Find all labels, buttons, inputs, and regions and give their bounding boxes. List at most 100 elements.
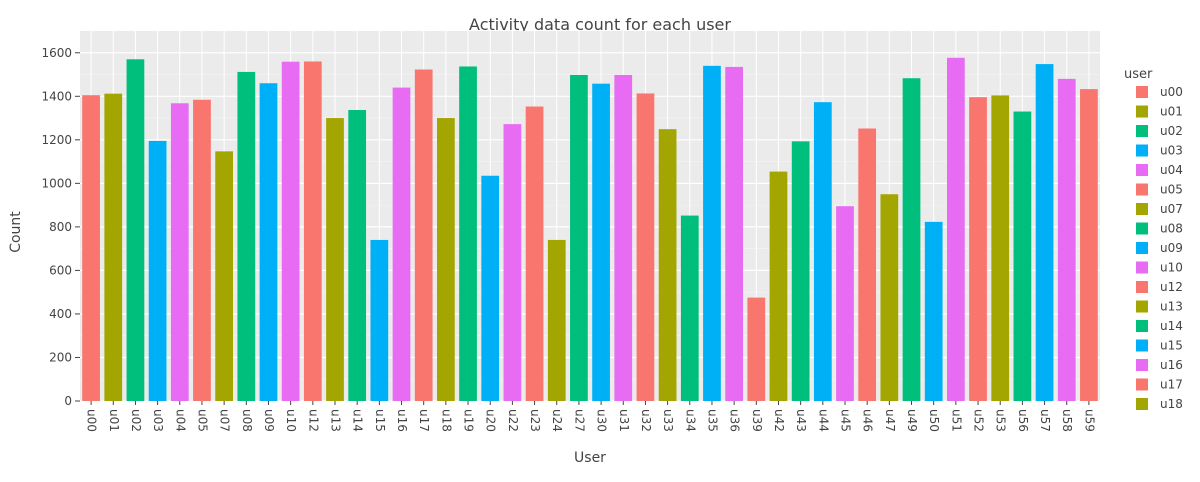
legend-entry: u02: [1160, 124, 1183, 138]
bar-u14: [348, 110, 367, 401]
legend: user u00 u01 u02 u03 u04 u05 u07 u08 u09 u10 u12 u1…: [1124, 67, 1183, 411]
x-tick-label: u04: [173, 409, 187, 432]
x-tick-label: u44: [816, 409, 830, 432]
legend-entry: u16: [1160, 358, 1183, 372]
bar-u05: [193, 99, 211, 401]
bar-u23: [525, 106, 544, 401]
bar-u44: [813, 102, 832, 401]
x-tick-label: u18: [439, 409, 453, 432]
legend-title: user: [1124, 67, 1153, 82]
x-tick-label: u12: [306, 409, 320, 432]
x-tick-label: u15: [373, 409, 387, 432]
y-axis-ticks: 0 200 400 600 800 1000 1200 1400 1600: [41, 46, 80, 408]
legend-swatch: [1136, 222, 1148, 235]
x-tick-label: u39: [750, 409, 764, 432]
x-tick-label: u52: [972, 409, 986, 432]
x-tick-label: u59: [1082, 409, 1096, 432]
x-tick-label: u49: [905, 409, 919, 432]
x-tick-label: u35: [705, 409, 719, 432]
legend-entry: u18: [1160, 397, 1183, 411]
bar-u35: [703, 65, 721, 401]
x-tick-label: u24: [550, 409, 564, 432]
legend-entry: u04: [1160, 163, 1183, 177]
bar-u50: [924, 221, 943, 401]
y-tick-label: 1000: [41, 176, 72, 190]
legend-entry: u09: [1160, 241, 1183, 255]
bar-u57: [1035, 64, 1054, 402]
bar-u04: [170, 103, 189, 402]
x-tick-label: u42: [772, 409, 786, 432]
legend-swatch: [1136, 105, 1148, 118]
chart-title: Activity data count for each user: [469, 15, 731, 34]
legend-swatch: [1136, 398, 1148, 410]
legend-swatch: [1136, 86, 1148, 98]
legend-entry: u13: [1160, 300, 1183, 314]
x-tick-label: u53: [994, 409, 1008, 432]
bar-u43: [791, 141, 810, 402]
legend-entry: u01: [1160, 105, 1183, 119]
x-tick-label: u50: [927, 409, 941, 432]
legend-entry: u03: [1160, 144, 1183, 158]
x-tick-label: u56: [1016, 409, 1030, 432]
x-tick-label: u00: [85, 409, 99, 432]
legend-swatch: [1136, 183, 1148, 196]
legend-entry: u12: [1160, 280, 1183, 294]
legend-swatch: [1136, 320, 1148, 332]
x-tick-label: u22: [506, 409, 520, 432]
x-tick-label: u19: [462, 409, 476, 432]
y-tick-label: 800: [49, 220, 72, 234]
bar-u15: [370, 239, 389, 401]
bar-u59: [1080, 89, 1098, 402]
bar-u18: [437, 118, 455, 401]
bar-u33: [658, 129, 677, 402]
bar-u07: [215, 151, 233, 401]
y-tick-label: 1400: [41, 89, 72, 103]
bar-u53: [991, 95, 1010, 402]
legend-swatch: [1136, 144, 1148, 157]
bar-u30: [592, 83, 610, 401]
x-tick-label: u36: [728, 409, 742, 432]
y-tick-label: 1200: [41, 133, 72, 147]
bar-u47: [880, 194, 899, 401]
legend-swatch: [1136, 261, 1148, 274]
x-tick-label: u01: [107, 409, 121, 432]
bar-u49: [902, 78, 921, 402]
x-tick-label: u08: [240, 409, 254, 432]
legend-items: u00 u01 u02 u03 u04 u05 u07 u08 u09 u10 u12 u13 u14 u…: [1136, 85, 1183, 411]
x-tick-label: u46: [861, 409, 875, 432]
x-tick-label: u05: [195, 409, 209, 432]
legend-swatch: [1136, 339, 1148, 352]
bar-u12: [303, 61, 322, 402]
bar-u52: [969, 97, 987, 401]
bar-u56: [1013, 111, 1032, 401]
x-tick-label: u02: [129, 409, 143, 432]
x-tick-label: u51: [949, 409, 963, 432]
legend-entry: u05: [1160, 183, 1183, 197]
x-tick-label: u47: [883, 409, 897, 432]
legend-swatch: [1136, 300, 1148, 313]
bar-u36: [725, 66, 743, 401]
bar-u39: [747, 297, 766, 401]
bars: [82, 57, 1098, 402]
x-tick-label: u14: [351, 409, 365, 432]
legend-entry: u10: [1160, 261, 1183, 275]
bar-u27: [570, 74, 588, 401]
x-tick-label: u45: [839, 409, 853, 432]
y-tick-label: 1600: [41, 46, 72, 60]
y-axis-title: Count: [8, 211, 24, 253]
x-tick-label: u30: [595, 409, 609, 432]
bar-u03: [148, 140, 167, 402]
legend-swatch: [1136, 203, 1148, 215]
x-tick-label: u16: [395, 409, 409, 432]
x-tick-label: u03: [151, 409, 165, 432]
x-tick-label: u32: [639, 409, 653, 432]
x-tick-label: u13: [329, 409, 343, 432]
x-tick-label: u58: [1060, 409, 1074, 432]
bar-u10: [281, 61, 300, 402]
legend-entry: u08: [1160, 222, 1183, 236]
y-tick-label: 400: [49, 307, 72, 321]
x-tick-label: u31: [617, 409, 631, 432]
x-axis-ticks: u00 u01 u02 u03 u04 u05 u07 u08 u09 u10 u12 u13 u14 u…: [85, 401, 1096, 432]
legend-entry: u07: [1160, 202, 1183, 216]
